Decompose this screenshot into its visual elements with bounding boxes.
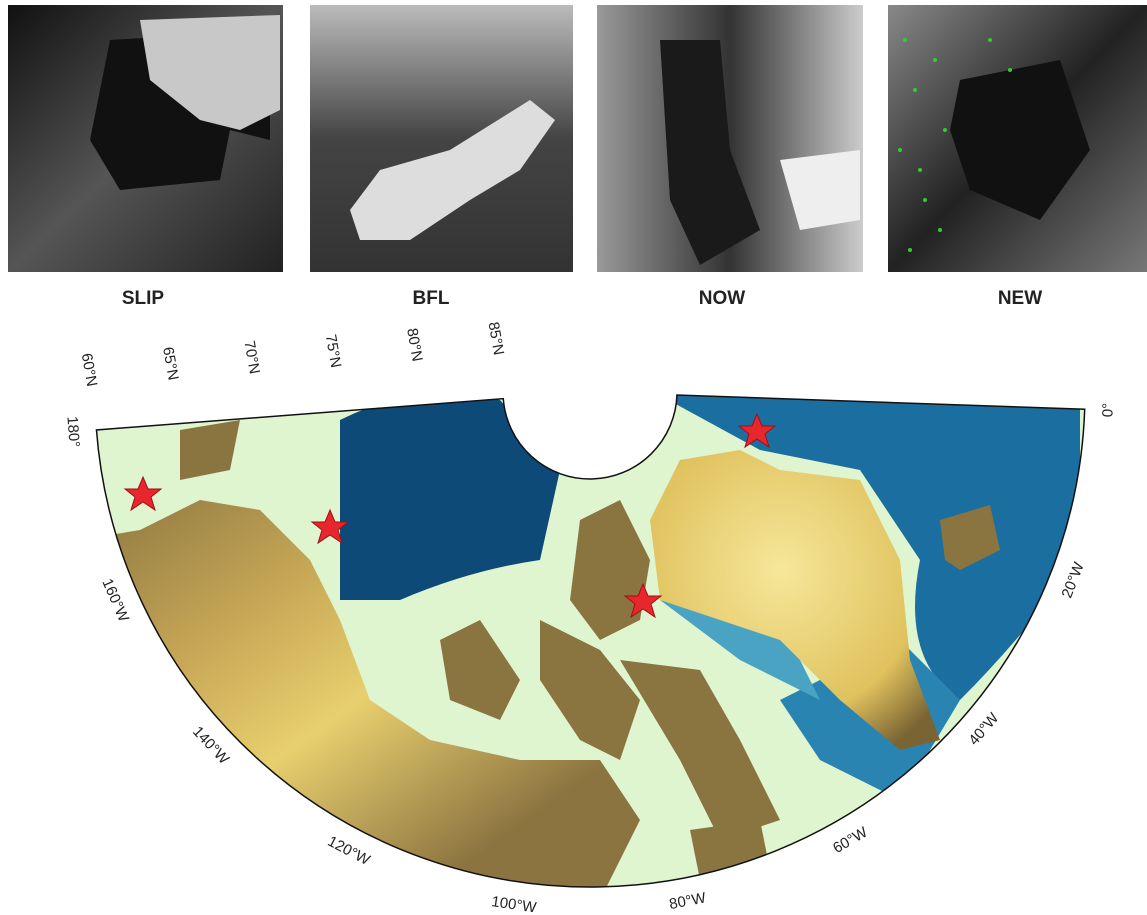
panel-label: SLIP: [122, 288, 165, 309]
land: [690, 820, 770, 880]
longitude-label: 0°: [1099, 403, 1116, 418]
longitude-label: 40°W: [965, 709, 1002, 749]
latitude-label: 80°N: [403, 327, 426, 363]
longitude-label: 20°W: [1058, 559, 1088, 600]
map: [60, 380, 1120, 900]
longitude-label: 120°W: [325, 833, 374, 869]
longitude-label: 160°W: [98, 576, 132, 625]
figure: SLIP BFL NOW NEW 180° 160°W 140°W 120°W 100°…: [0, 0, 1147, 915]
satellite-images: [8, 5, 1147, 272]
panel-label: NEW: [998, 288, 1042, 309]
latitude-label: 70°N: [240, 339, 263, 375]
longitude-label: 60°W: [830, 823, 871, 857]
longitude-label: 100°W: [490, 893, 538, 915]
figure-svg: SLIP BFL NOW NEW 180° 160°W 140°W 120°W 100°…: [0, 0, 1147, 915]
panel-label: NOW: [699, 288, 746, 309]
latitude-label: 85°N: [484, 321, 507, 357]
latitude-label: 60°N: [78, 352, 101, 388]
latitude-label: 65°N: [159, 346, 182, 382]
longitude-label: 80°W: [668, 889, 708, 913]
longitude-label: 180°: [63, 416, 82, 448]
panel-label: BFL: [413, 288, 450, 309]
longitude-label: 140°W: [189, 723, 233, 768]
latitude-label: 75°N: [322, 333, 345, 369]
